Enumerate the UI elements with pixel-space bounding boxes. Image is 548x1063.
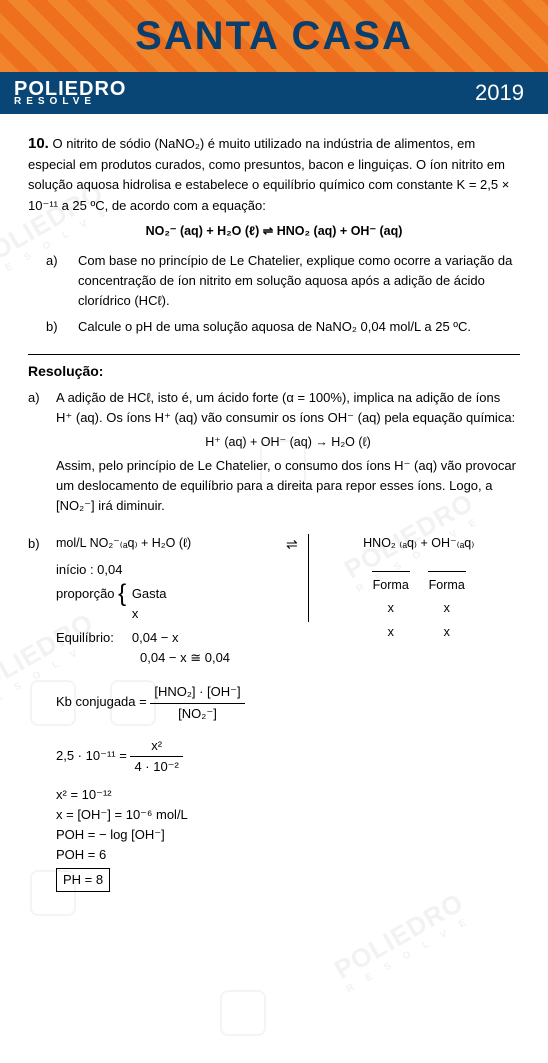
b-inicio: início : 0,04 <box>56 560 286 580</box>
kb-den: [NO₂⁻] <box>150 704 244 724</box>
res-a-text2: Assim, pelo princípio de Le Chatelier, o… <box>56 456 520 516</box>
res-a-label: a) <box>28 388 44 516</box>
resolution-a: a) A adição de HCℓ, isto é, um ácido for… <box>28 388 520 516</box>
b-prop: proporção <box>56 586 115 601</box>
b-eq-right: HNO₂ ₍ₐq₎ + OH⁻₍ₐq₎ <box>319 534 519 553</box>
line-x2: x² = 10⁻¹² <box>56 785 520 805</box>
b-equil: Equilíbrio: <box>56 630 114 645</box>
b-eq-left: mol/L NO₂⁻₍ₐq₎ + H₂O (ℓ) <box>56 534 286 553</box>
b-e1: 0,04 − x <box>132 630 179 645</box>
b-gasta: Gasta <box>132 586 167 601</box>
blue-bar: POLIEDRO RESOLVE 2019 <box>0 72 548 114</box>
eqk-left: 2,5 · 10⁻¹¹ = <box>56 748 127 763</box>
intro-text: O nitrito de sódio (NaNO₂) é muito utili… <box>28 136 509 213</box>
main-equation: NO₂⁻ (aq) + H₂O (ℓ) ⇌ HNO₂ (aq) + OH⁻ (a… <box>28 222 520 241</box>
opt-a-text: Com base no princípio de Le Chatelier, e… <box>78 251 520 311</box>
option-b: b) Calcule o pH de uma solução aquosa de… <box>46 317 520 337</box>
fx1: x <box>372 599 410 618</box>
resolution-title: Resolução: <box>28 361 520 383</box>
fx4: x <box>428 623 466 642</box>
res-a-text1: A adição de HCℓ, isto é, um ácido forte … <box>56 388 520 428</box>
opt-b-text: Calcule o pH de uma solução aquosa de Na… <box>78 317 471 337</box>
question-number: 10. <box>28 135 49 152</box>
resolution-b: b) mol/L NO₂⁻₍ₐq₎ + H₂O (ℓ) início : 0,0… <box>28 534 520 891</box>
forma1: Forma <box>372 576 410 595</box>
kb-label: Kb conjugada = <box>56 695 147 710</box>
year: 2019 <box>475 80 524 106</box>
res-b-label: b) <box>28 534 44 891</box>
opt-a-label: a) <box>46 251 64 311</box>
brand-block: POLIEDRO RESOLVE <box>14 79 126 107</box>
eqk-num: x² <box>130 736 182 757</box>
b-x1: x <box>132 606 139 621</box>
header-title: SANTA CASA <box>135 14 413 58</box>
res-a-eq: H⁺ (aq) + OH⁻ (aq) → H₂O (ℓ) <box>56 433 520 452</box>
kb-num: [HNO₂] · [OH⁻] <box>150 682 244 703</box>
header-banner: SANTA CASA <box>0 0 548 72</box>
fx2: x <box>428 599 466 618</box>
line-xoh: x = [OH⁻] = 10⁻⁶ mol/L <box>56 805 520 825</box>
line-poh6: POH = 6 <box>56 845 520 865</box>
b-e2: 0,04 − x ≅ 0,04 <box>140 648 286 668</box>
opt-b-label: b) <box>46 317 64 337</box>
forma2: Forma <box>428 576 466 595</box>
line-pohlog: POH = − log [OH⁻] <box>56 825 520 845</box>
question-intro: 10. O nitrito de sódio (NaNO₂) é muito u… <box>28 132 520 216</box>
option-a: a) Com base no princípio de Le Chatelier… <box>46 251 520 311</box>
line-ph8: PH = 8 <box>56 868 110 892</box>
separator <box>28 354 520 355</box>
fx3: x <box>372 623 410 642</box>
eqk-den: 4 · 10⁻² <box>130 757 182 777</box>
